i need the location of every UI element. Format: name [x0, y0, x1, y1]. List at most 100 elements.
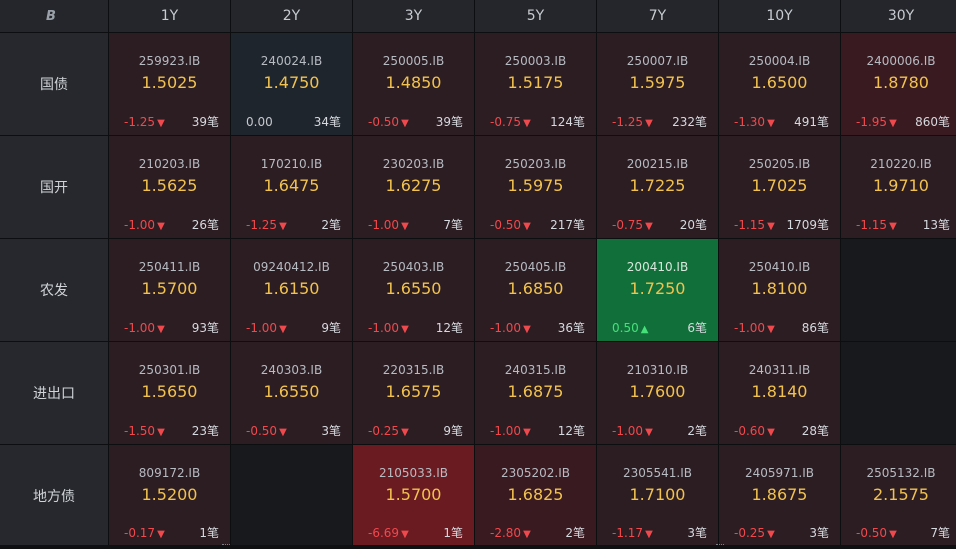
bond-code: 259923.IB: [138, 54, 201, 68]
trade-count: 491笔: [794, 115, 829, 129]
bond-yield: 1.6875: [507, 382, 564, 401]
bond-code: 170210.IB: [260, 157, 323, 171]
yield-change: -1.00 ▼: [124, 218, 165, 234]
yield-change-value: -1.15: [734, 218, 766, 232]
bond-quote-cell[interactable]: 250007.IB 1.5975 -1.25 ▼ 232笔: [597, 33, 718, 135]
bond-quote-cell[interactable]: 250405.IB 1.6850 -1.00 ▼ 36笔: [475, 239, 596, 341]
yield-change-value: -1.15: [856, 218, 888, 232]
bond-yield: 1.7100: [629, 485, 686, 504]
yield-change-value: -0.50: [490, 218, 522, 232]
column-header-3y[interactable]: 3Y: [353, 0, 474, 32]
trade-count: 28笔: [801, 424, 829, 438]
down-arrow-icon: ▼: [157, 324, 165, 335]
yield-change-value: -1.30: [734, 115, 766, 129]
bond-code: 240311.IB: [748, 363, 811, 377]
column-header-1y[interactable]: 1Y: [109, 0, 230, 32]
column-header-30y[interactable]: 30Y: [841, 0, 956, 32]
yield-change: -0.50 ▼: [368, 115, 409, 131]
bond-quote-cell[interactable]: 240315.IB 1.6875 -1.00 ▼ 12笔: [475, 342, 596, 444]
resize-handle-icon[interactable]: [222, 544, 230, 549]
down-arrow-icon: ▼: [889, 529, 897, 540]
down-arrow-icon: ▼: [523, 529, 531, 540]
bond-quote-cell[interactable]: 240024.IB 1.4750 0.00 34笔: [231, 33, 352, 135]
bond-code: 230203.IB: [382, 157, 445, 171]
trade-count: 13笔: [922, 218, 950, 232]
bond-quote-cell[interactable]: 2400006.IB 1.8780 -1.95 ▼ 860笔: [841, 33, 956, 135]
bond-quote-cell[interactable]: 259923.IB 1.5025 -1.25 ▼ 39笔: [109, 33, 230, 135]
bond-yield: 1.8675: [751, 485, 808, 504]
bond-yield: 1.6550: [385, 279, 442, 298]
bond-quote-cell[interactable]: 210310.IB 1.7600 -1.00 ▼ 2笔: [597, 342, 718, 444]
bond-quote-cell[interactable]: 240303.IB 1.6550 -0.50 ▼ 3笔: [231, 342, 352, 444]
bond-quote-cell[interactable]: 200410.IB 1.7250 0.50 ▲ 6笔: [597, 239, 718, 341]
yield-change: 0.00: [246, 115, 273, 129]
bond-quote-cell[interactable]: 250203.IB 1.5975 -0.50 ▼ 217笔: [475, 136, 596, 238]
bond-quote-cell[interactable]: 250003.IB 1.5175 -0.75 ▼ 124笔: [475, 33, 596, 135]
yield-change: -0.50 ▼: [856, 526, 897, 542]
column-header-5y[interactable]: 5Y: [475, 0, 596, 32]
yield-change-value: -1.00: [734, 321, 766, 335]
bond-quote-cell[interactable]: 170210.IB 1.6475 -1.25 ▼ 2笔: [231, 136, 352, 238]
down-arrow-icon: ▼: [767, 427, 775, 438]
bond-yield: 1.7600: [629, 382, 686, 401]
bond-yield: 1.6550: [263, 382, 320, 401]
bond-code: 240303.IB: [260, 363, 323, 377]
resize-handle-icon[interactable]: [716, 544, 724, 549]
down-arrow-icon: ▼: [523, 118, 531, 129]
trade-count: 12笔: [557, 424, 585, 438]
down-arrow-icon: ▼: [645, 529, 653, 540]
bond-quote-cell[interactable]: 200215.IB 1.7225 -0.75 ▼ 20笔: [597, 136, 718, 238]
row-label: 地方债: [0, 445, 108, 546]
bond-quote-cell[interactable]: 250410.IB 1.8100 -1.00 ▼ 86笔: [719, 239, 840, 341]
bond-quote-cell[interactable]: 809172.IB 1.5200 -0.17 ▼ 1笔: [109, 445, 230, 546]
bond-quote-cell[interactable]: 250004.IB 1.6500 -1.30 ▼ 491笔: [719, 33, 840, 135]
bond-quote-cell[interactable]: 250301.IB 1.5650 -1.50 ▼ 23笔: [109, 342, 230, 444]
trade-count: 1笔: [199, 526, 219, 540]
yield-change: -1.00 ▼: [124, 321, 165, 337]
down-arrow-icon: ▼: [279, 324, 287, 335]
bond-quote-cell[interactable]: 250403.IB 1.6550 -1.00 ▼ 12笔: [353, 239, 474, 341]
bond-quote-cell[interactable]: 09240412.IB 1.6150 -1.00 ▼ 9笔: [231, 239, 352, 341]
yield-change: -1.17 ▼: [612, 526, 653, 542]
trade-count: 93笔: [191, 321, 219, 335]
yield-change: -1.00 ▼: [612, 424, 653, 440]
down-arrow-icon: ▼: [767, 529, 775, 540]
bond-quote-cell[interactable]: 2305541.IB 1.7100 -1.17 ▼ 3笔: [597, 445, 718, 546]
bond-yield: 1.5200: [141, 485, 198, 504]
bond-yield: 1.7025: [751, 176, 808, 195]
empty-cell: [841, 342, 956, 444]
down-arrow-icon: ▼: [645, 427, 653, 438]
bond-quote-cell[interactable]: 220315.IB 1.6575 -0.25 ▼ 9笔: [353, 342, 474, 444]
trade-count: 26笔: [191, 218, 219, 232]
bond-quote-cell[interactable]: 250411.IB 1.5700 -1.00 ▼ 93笔: [109, 239, 230, 341]
bond-quote-cell[interactable]: 2305202.IB 1.6825 -2.80 ▼ 2笔: [475, 445, 596, 546]
bond-yield: 1.5650: [141, 382, 198, 401]
trade-count: 86笔: [801, 321, 829, 335]
bond-quote-cell[interactable]: 2405971.IB 1.8675 -0.25 ▼ 3笔: [719, 445, 840, 546]
row-label: 国开: [0, 136, 108, 238]
bond-code: 250007.IB: [626, 54, 689, 68]
column-header-10y[interactable]: 10Y: [719, 0, 840, 32]
bond-yield: 2.1575: [873, 485, 929, 504]
column-header-7y[interactable]: 7Y: [597, 0, 718, 32]
bond-quote-cell[interactable]: 240311.IB 1.8140 -0.60 ▼ 28笔: [719, 342, 840, 444]
down-arrow-icon: ▼: [889, 118, 897, 129]
bond-code: 200410.IB: [626, 260, 689, 274]
yield-change: -1.30 ▼: [734, 115, 775, 131]
bond-quote-cell[interactable]: 250205.IB 1.7025 -1.15 ▼ 1709笔: [719, 136, 840, 238]
bond-quote-cell[interactable]: 2105033.IB 1.5700 -6.69 ▼ 1笔: [353, 445, 474, 546]
row-label: 农发: [0, 239, 108, 341]
column-header-2y[interactable]: 2Y: [231, 0, 352, 32]
yield-change: -0.25 ▼: [368, 424, 409, 440]
bond-quote-cell[interactable]: 2505132.IB 2.1575 -0.50 ▼ 7笔: [841, 445, 956, 546]
yield-change-value: -2.80: [490, 526, 522, 540]
trade-count: 2笔: [565, 526, 585, 540]
bond-quote-cell[interactable]: 250005.IB 1.4850 -0.50 ▼ 39笔: [353, 33, 474, 135]
bond-quote-cell[interactable]: 230203.IB 1.6275 -1.00 ▼ 7笔: [353, 136, 474, 238]
bond-quote-cell[interactable]: 210220.IB 1.9710 -1.15 ▼ 13笔: [841, 136, 956, 238]
down-arrow-icon: ▼: [523, 221, 531, 232]
bond-code: 240024.IB: [260, 54, 323, 68]
yield-change-value: -0.75: [490, 115, 522, 129]
bond-yield: 1.6825: [507, 485, 564, 504]
bond-quote-cell[interactable]: 210203.IB 1.5625 -1.00 ▼ 26笔: [109, 136, 230, 238]
